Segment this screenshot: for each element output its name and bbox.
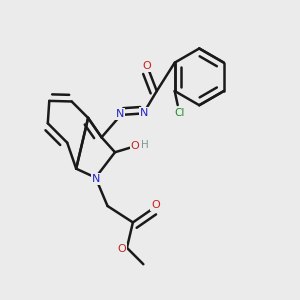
Text: O: O bbox=[117, 244, 126, 254]
Text: N: N bbox=[140, 107, 148, 118]
Text: N: N bbox=[116, 109, 124, 119]
Text: H: H bbox=[141, 140, 149, 150]
Text: N: N bbox=[92, 174, 100, 184]
Text: O: O bbox=[130, 141, 140, 151]
Text: Cl: Cl bbox=[174, 108, 184, 118]
Text: O: O bbox=[151, 200, 160, 210]
Text: O: O bbox=[142, 61, 151, 71]
